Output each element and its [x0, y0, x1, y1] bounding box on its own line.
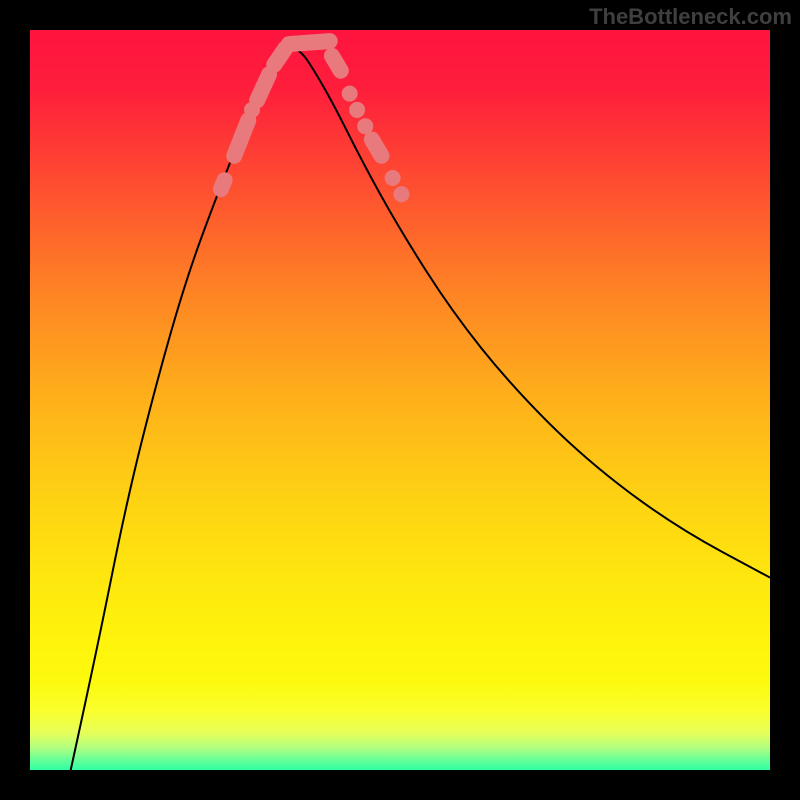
marker-dot [342, 86, 358, 102]
marker-pill [332, 56, 341, 71]
marker-pill [289, 41, 330, 44]
marker-pill [257, 74, 269, 100]
marker-dot [349, 102, 365, 118]
marker-pill [274, 49, 285, 65]
marker-dot [393, 186, 409, 202]
watermark-text: TheBottleneck.com [589, 4, 792, 30]
marker-pill [372, 140, 382, 156]
chart-container: { "watermark": { "text": "TheBottleneck.… [0, 0, 800, 800]
marker-dot [385, 170, 401, 186]
bottleneck-chart [0, 0, 800, 800]
plot-gradient-background [30, 30, 770, 770]
marker-pill [221, 180, 225, 189]
